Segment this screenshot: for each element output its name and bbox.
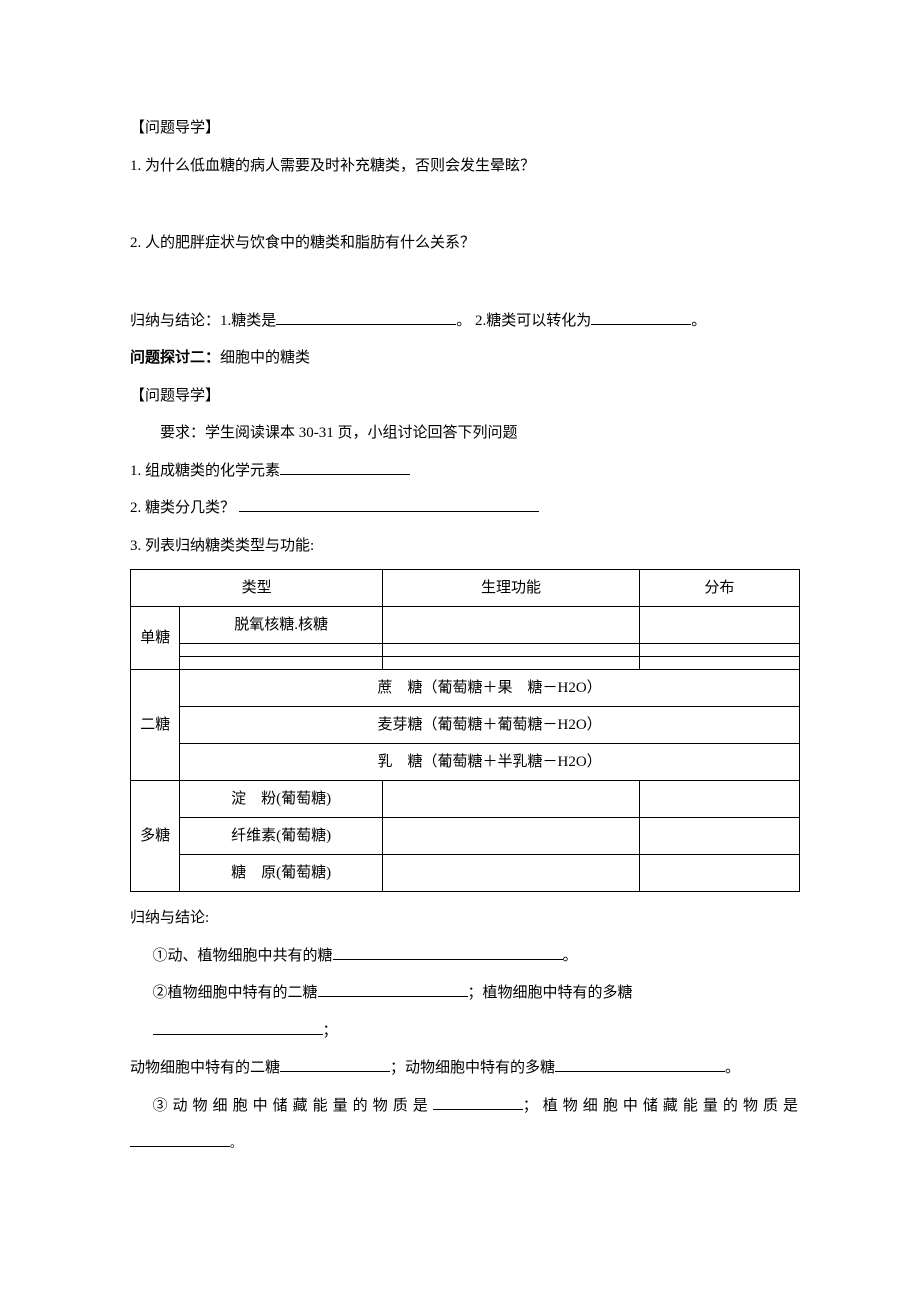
s2-question-3: 3. 列表归纳糖类类型与功能: bbox=[130, 528, 800, 566]
cell-di-r2: 麦芽糖（葡萄糖＋葡萄糖－H2O） bbox=[180, 707, 800, 744]
fill-blank[interactable] bbox=[433, 1094, 523, 1110]
s2-q2-text: 2. 糖类分几类？ bbox=[130, 500, 239, 516]
cell-empty[interactable] bbox=[383, 657, 639, 670]
c2-l4a: ③动物细胞中储藏能量的物质是 bbox=[153, 1098, 433, 1114]
cell-empty[interactable] bbox=[383, 818, 639, 855]
fill-blank[interactable] bbox=[153, 1019, 323, 1035]
th-dist: 分布 bbox=[639, 570, 799, 607]
conclusion-prefix: 归纳与结论：1.糖类是 bbox=[130, 313, 276, 329]
th-func: 生理功能 bbox=[383, 570, 639, 607]
s2-question-1: 1. 组成糖类的化学元素 bbox=[130, 453, 800, 491]
spacer bbox=[130, 263, 800, 303]
cell-empty[interactable] bbox=[383, 644, 639, 657]
c2-l3c: 。 bbox=[725, 1060, 740, 1076]
section1-heading: 【问题导学】 bbox=[130, 110, 800, 148]
spacer bbox=[130, 185, 800, 225]
table-row: 多糖 淀 粉(葡萄糖) bbox=[131, 781, 800, 818]
conclusion-mid: 。 2.糖类可以转化为 bbox=[456, 313, 591, 329]
table-row bbox=[131, 657, 800, 670]
table-row bbox=[131, 644, 800, 657]
table-row: 麦芽糖（葡萄糖＋葡萄糖－H2O） bbox=[131, 707, 800, 744]
question-1: 1. 为什么低血糖的病人需要及时补充糖类，否则会发生晕眩？ bbox=[130, 148, 800, 186]
conclusion-end: 。 bbox=[691, 313, 706, 329]
cell-empty[interactable] bbox=[639, 818, 799, 855]
conclusion2-line1: ①动、植物细胞中共有的糖 。 bbox=[130, 938, 800, 976]
section2-title-rest: 细胞中的糖类 bbox=[220, 350, 310, 366]
conclusion2-title: 归纳与结论: bbox=[130, 900, 800, 938]
fill-blank[interactable] bbox=[130, 1134, 230, 1147]
conclusion-1: 归纳与结论：1.糖类是 。 2.糖类可以转化为 。 bbox=[130, 303, 800, 341]
conclusion2-line4: ③动物细胞中储藏能量的物质是 ；植物细胞中储藏能量的物质是 bbox=[130, 1088, 800, 1126]
sugar-table: 类型 生理功能 分布 单糖 脱氧核糖.核糖 二糖 蔗 糖（葡萄糖＋果 糖－H2O… bbox=[130, 569, 800, 892]
s2-question-2: 2. 糖类分几类？ bbox=[130, 490, 800, 528]
th-type: 类型 bbox=[131, 570, 383, 607]
cell-empty[interactable] bbox=[180, 644, 383, 657]
cell-empty[interactable] bbox=[639, 657, 799, 670]
cell-di-r1: 蔗 糖（葡萄糖＋果 糖－H2O） bbox=[180, 670, 800, 707]
table-row: 糖 原(葡萄糖) bbox=[131, 855, 800, 892]
cell-empty[interactable] bbox=[639, 644, 799, 657]
fill-blank[interactable] bbox=[280, 1056, 390, 1072]
cell-empty[interactable] bbox=[180, 657, 383, 670]
cell-poly-r3: 糖 原(葡萄糖) bbox=[180, 855, 383, 892]
table-header-row: 类型 生理功能 分布 bbox=[131, 570, 800, 607]
c2-l2c: ； bbox=[323, 1023, 338, 1039]
fill-blank[interactable] bbox=[333, 944, 563, 960]
question-2: 2. 人的肥胖症状与饮食中的糖类和脂肪有什么关系？ bbox=[130, 225, 800, 263]
fill-blank[interactable] bbox=[555, 1056, 725, 1072]
conclusion2-line5: 。 bbox=[130, 1125, 800, 1163]
conclusion2-line2: ②植物细胞中特有的二糖 ；植物细胞中特有的多糖 ； bbox=[130, 975, 800, 1050]
c2-l1b: 。 bbox=[563, 948, 578, 964]
conclusion2-line3: 动物细胞中特有的二糖 ；动物细胞中特有的多糖 。 bbox=[130, 1050, 800, 1088]
fill-blank[interactable] bbox=[591, 309, 691, 325]
cell-mono-label: 单糖 bbox=[131, 607, 180, 670]
cell-empty[interactable] bbox=[383, 781, 639, 818]
c2-l5: 。 bbox=[230, 1136, 242, 1150]
table-row: 单糖 脱氧核糖.核糖 bbox=[131, 607, 800, 644]
cell-mono-r1: 脱氧核糖.核糖 bbox=[180, 607, 383, 644]
cell-empty[interactable] bbox=[383, 855, 639, 892]
c2-l2a: ②植物细胞中特有的二糖 bbox=[153, 985, 318, 1001]
cell-empty[interactable] bbox=[639, 855, 799, 892]
cell-poly-label: 多糖 bbox=[131, 781, 180, 892]
fill-blank[interactable] bbox=[280, 459, 410, 475]
cell-poly-r1: 淀 粉(葡萄糖) bbox=[180, 781, 383, 818]
requirement: 要求：学生阅读课本 30-31 页，小组讨论回答下列问题 bbox=[130, 415, 800, 453]
cell-di-r3: 乳 糖（葡萄糖＋半乳糖－H2O） bbox=[180, 744, 800, 781]
cell-empty[interactable] bbox=[639, 781, 799, 818]
cell-empty[interactable] bbox=[383, 607, 639, 644]
section2-title-prefix: 问题探讨二： bbox=[130, 350, 220, 366]
cell-di-label: 二糖 bbox=[131, 670, 180, 781]
cell-empty[interactable] bbox=[639, 607, 799, 644]
fill-blank[interactable] bbox=[276, 309, 456, 325]
cell-poly-r2: 纤维素(葡萄糖) bbox=[180, 818, 383, 855]
s2-q1-text: 1. 组成糖类的化学元素 bbox=[130, 463, 280, 479]
fill-blank[interactable] bbox=[239, 496, 539, 512]
c2-l3a: 动物细胞中特有的二糖 bbox=[130, 1060, 280, 1076]
fill-blank[interactable] bbox=[318, 981, 468, 997]
document-page: 【问题导学】 1. 为什么低血糖的病人需要及时补充糖类，否则会发生晕眩？ 2. … bbox=[0, 0, 920, 1302]
c2-l3b: ；动物细胞中特有的多糖 bbox=[390, 1060, 555, 1076]
c2-l2b: ；植物细胞中特有的多糖 bbox=[468, 985, 633, 1001]
table-row: 乳 糖（葡萄糖＋半乳糖－H2O） bbox=[131, 744, 800, 781]
table-row: 二糖 蔗 糖（葡萄糖＋果 糖－H2O） bbox=[131, 670, 800, 707]
section2-heading: 【问题导学】 bbox=[130, 378, 800, 416]
section2-title: 问题探讨二：细胞中的糖类 bbox=[130, 340, 800, 378]
c2-l4b: ；植物细胞中储藏能量的物质是 bbox=[523, 1098, 800, 1114]
table-row: 纤维素(葡萄糖) bbox=[131, 818, 800, 855]
c2-l1a: ①动、植物细胞中共有的糖 bbox=[153, 948, 333, 964]
